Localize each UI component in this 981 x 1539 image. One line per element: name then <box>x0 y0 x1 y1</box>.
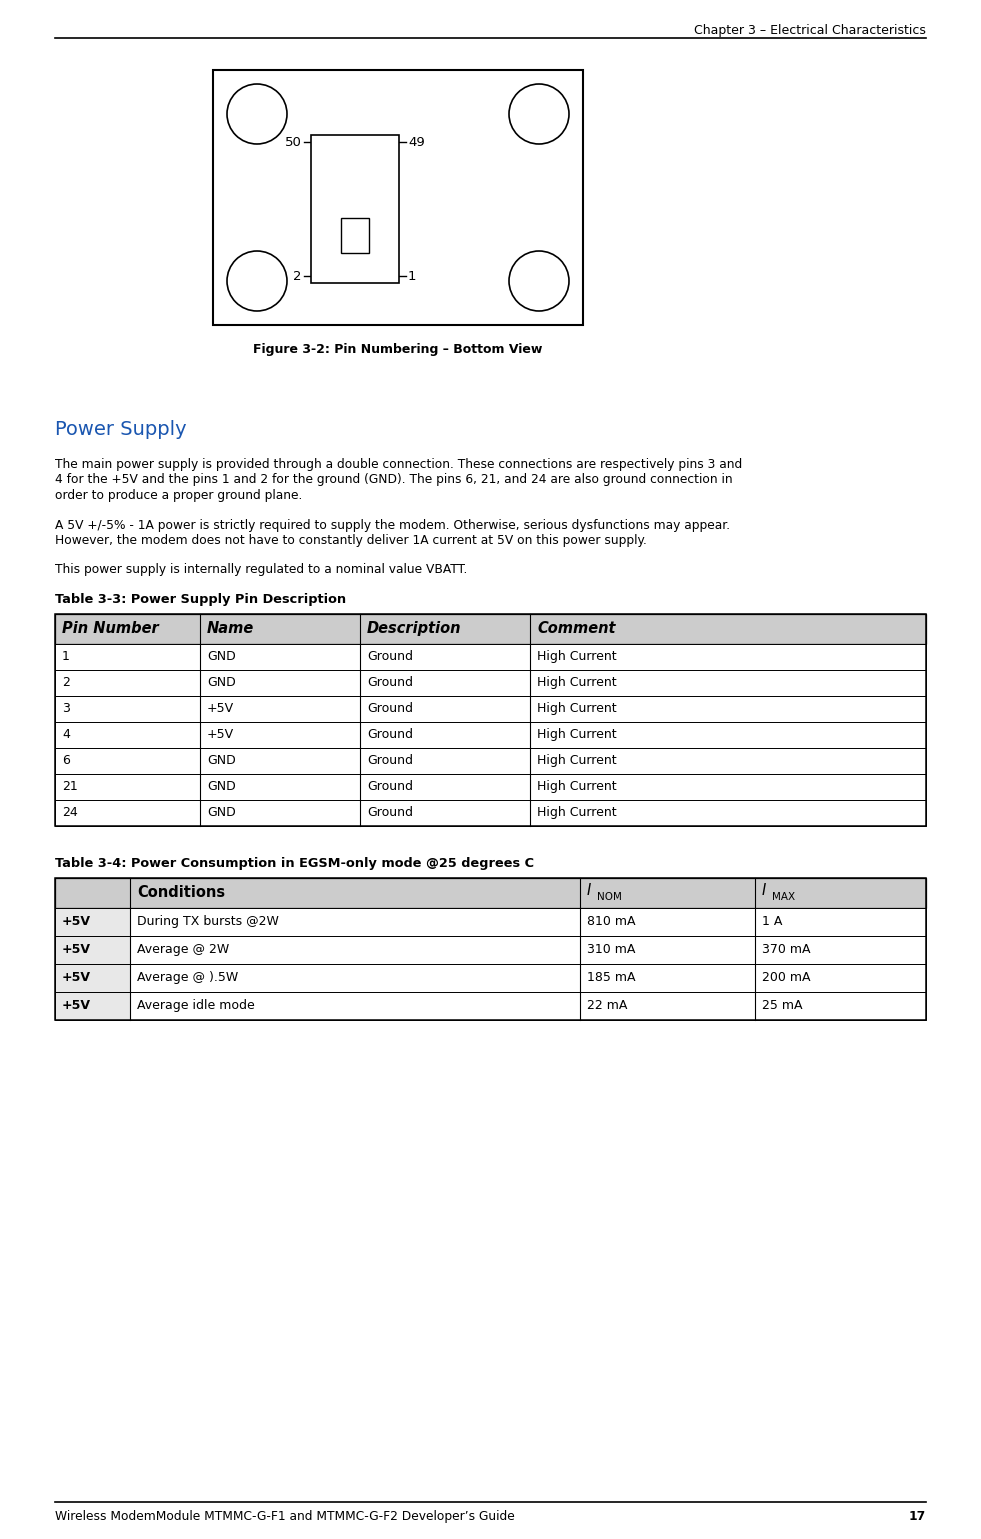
Text: 25 mA: 25 mA <box>762 999 802 1013</box>
Text: +5V: +5V <box>62 943 91 956</box>
Text: NOM: NOM <box>597 891 622 902</box>
Text: GND: GND <box>207 780 235 793</box>
Text: MAX: MAX <box>772 891 796 902</box>
Bar <box>55 877 926 908</box>
Bar <box>55 963 130 991</box>
Text: Table 3-4: Power Consumption in EGSM-only mode @25 degrees C: Table 3-4: Power Consumption in EGSM-onl… <box>55 857 534 871</box>
Text: Ground: Ground <box>367 728 413 740</box>
Text: GND: GND <box>207 806 235 819</box>
Circle shape <box>509 85 569 145</box>
Text: High Current: High Current <box>537 649 617 663</box>
Bar <box>311 135 399 283</box>
Text: Ground: Ground <box>367 780 413 793</box>
Text: GND: GND <box>207 754 235 766</box>
Bar <box>130 936 926 963</box>
Text: 200 mA: 200 mA <box>762 971 810 983</box>
Text: Average @ ).5W: Average @ ).5W <box>137 971 238 983</box>
Circle shape <box>227 251 287 311</box>
Text: 3: 3 <box>62 702 70 716</box>
Bar <box>55 908 130 936</box>
Text: Figure 3-2: Pin Numbering – Bottom View: Figure 3-2: Pin Numbering – Bottom View <box>253 343 542 356</box>
Text: 50: 50 <box>285 135 302 148</box>
Text: However, the modem does not have to constantly deliver 1A current at 5V on this : However, the modem does not have to cons… <box>55 534 646 546</box>
Text: 4: 4 <box>62 728 70 740</box>
Bar <box>55 696 926 722</box>
Text: +5V: +5V <box>207 702 234 716</box>
Text: Power Supply: Power Supply <box>55 420 186 439</box>
Text: Name: Name <box>207 622 254 636</box>
Circle shape <box>509 251 569 311</box>
Text: This power supply is internally regulated to a nominal value VBATT.: This power supply is internally regulate… <box>55 563 467 577</box>
Text: GND: GND <box>207 649 235 663</box>
Text: I: I <box>587 883 592 897</box>
Text: 22 mA: 22 mA <box>587 999 628 1013</box>
Text: Wireless ModemModule MTMMC-G-F1 and MTMMC-G-F2 Developer’s Guide: Wireless ModemModule MTMMC-G-F1 and MTMM… <box>55 1510 515 1524</box>
Text: +5V: +5V <box>62 916 91 928</box>
Text: A 5V +/-5% - 1A power is strictly required to supply the modem. Otherwise, serio: A 5V +/-5% - 1A power is strictly requir… <box>55 519 730 531</box>
Bar <box>55 774 926 799</box>
Text: Comment: Comment <box>537 622 615 636</box>
Bar <box>130 991 926 1019</box>
Text: Average idle mode: Average idle mode <box>137 999 255 1013</box>
Text: Description: Description <box>367 622 461 636</box>
Bar <box>55 669 926 696</box>
Text: GND: GND <box>207 676 235 689</box>
Text: High Current: High Current <box>537 702 617 716</box>
Text: 1: 1 <box>408 269 417 283</box>
Text: Ground: Ground <box>367 676 413 689</box>
Text: High Current: High Current <box>537 728 617 740</box>
Text: During TX bursts @2W: During TX bursts @2W <box>137 916 279 928</box>
Bar <box>213 69 583 325</box>
Bar <box>55 614 926 643</box>
Circle shape <box>227 85 287 145</box>
Text: Ground: Ground <box>367 649 413 663</box>
Text: High Current: High Current <box>537 806 617 819</box>
Bar <box>55 877 926 1019</box>
Text: order to produce a proper ground plane.: order to produce a proper ground plane. <box>55 489 302 502</box>
Text: 6: 6 <box>62 754 70 766</box>
Text: Conditions: Conditions <box>137 885 225 900</box>
Text: The main power supply is provided through a double connection. These connections: The main power supply is provided throug… <box>55 459 743 471</box>
Text: Chapter 3 – Electrical Characteristics: Chapter 3 – Electrical Characteristics <box>695 25 926 37</box>
Text: 370 mA: 370 mA <box>762 943 810 956</box>
Text: High Current: High Current <box>537 676 617 689</box>
Bar <box>55 936 130 963</box>
Text: 21: 21 <box>62 780 77 793</box>
Text: Table 3-3: Power Supply Pin Description: Table 3-3: Power Supply Pin Description <box>55 594 346 606</box>
Text: High Current: High Current <box>537 754 617 766</box>
Text: Ground: Ground <box>367 702 413 716</box>
Text: 185 mA: 185 mA <box>587 971 636 983</box>
Bar <box>55 991 130 1019</box>
Bar <box>55 799 926 825</box>
Text: Pin Number: Pin Number <box>62 622 159 636</box>
Text: 49: 49 <box>408 135 425 148</box>
Text: 17: 17 <box>908 1510 926 1524</box>
Text: Average @ 2W: Average @ 2W <box>137 943 230 956</box>
Text: 1: 1 <box>62 649 70 663</box>
Text: +5V: +5V <box>62 999 91 1013</box>
Bar <box>55 643 926 669</box>
Text: High Current: High Current <box>537 780 617 793</box>
Text: 2: 2 <box>62 676 70 689</box>
Text: I: I <box>762 883 766 897</box>
Text: 24: 24 <box>62 806 77 819</box>
Bar <box>55 748 926 774</box>
Text: +5V: +5V <box>62 971 91 983</box>
Text: 310 mA: 310 mA <box>587 943 636 956</box>
Text: Ground: Ground <box>367 754 413 766</box>
Bar <box>130 908 926 936</box>
Bar <box>55 722 926 748</box>
Bar <box>55 614 926 825</box>
Bar <box>341 219 369 252</box>
Text: 1 A: 1 A <box>762 916 783 928</box>
Bar <box>130 963 926 991</box>
Text: 810 mA: 810 mA <box>587 916 636 928</box>
Text: 2: 2 <box>293 269 302 283</box>
Text: +5V: +5V <box>207 728 234 740</box>
Text: 4 for the +5V and the pins 1 and 2 for the ground (GND). The pins 6, 21, and 24 : 4 for the +5V and the pins 1 and 2 for t… <box>55 474 733 486</box>
Text: Ground: Ground <box>367 806 413 819</box>
